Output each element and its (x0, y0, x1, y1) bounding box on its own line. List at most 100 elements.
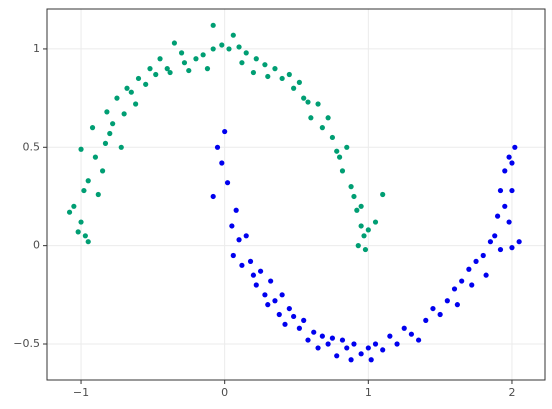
point (92, 154, 99, 160)
point (348, 184, 354, 190)
point (210, 46, 216, 52)
point (268, 278, 274, 284)
point (71, 203, 77, 209)
point (351, 341, 357, 347)
point (128, 89, 134, 95)
point (319, 333, 325, 339)
point (153, 71, 159, 78)
point (224, 180, 231, 186)
point (230, 252, 236, 259)
point (394, 341, 400, 347)
point (437, 311, 443, 318)
point (95, 191, 101, 198)
point (305, 337, 311, 343)
x-tick-label: 1 (365, 386, 372, 399)
point (355, 243, 361, 249)
point (506, 154, 512, 160)
point (509, 160, 515, 166)
point (423, 317, 429, 323)
point (118, 144, 124, 150)
point (102, 140, 109, 146)
point (348, 357, 354, 363)
point (459, 278, 465, 284)
point (229, 223, 235, 229)
point (291, 85, 297, 91)
point (358, 351, 364, 357)
point (253, 56, 259, 62)
point (157, 56, 163, 62)
point (358, 223, 364, 229)
point (89, 125, 96, 131)
point (466, 266, 472, 272)
x-tick-label: 0 (221, 386, 228, 399)
point (226, 46, 232, 52)
point (301, 317, 307, 323)
point (334, 148, 340, 154)
point (365, 227, 371, 233)
point (506, 219, 512, 225)
point (344, 345, 350, 351)
point (171, 40, 178, 46)
point (497, 246, 504, 253)
point (380, 347, 386, 353)
point (81, 187, 87, 194)
point (239, 60, 245, 66)
point (276, 311, 282, 318)
point (210, 22, 216, 28)
point (325, 115, 331, 121)
point (99, 168, 106, 174)
point (253, 282, 259, 288)
point (301, 95, 307, 101)
point (372, 341, 379, 347)
point (133, 101, 139, 107)
point (408, 331, 415, 337)
point (483, 272, 489, 278)
point (78, 146, 84, 152)
point (296, 79, 302, 85)
point (339, 168, 346, 174)
point (82, 233, 88, 239)
point (75, 229, 81, 235)
point (200, 52, 206, 58)
point (344, 144, 350, 150)
point (247, 258, 254, 264)
point (193, 56, 199, 62)
point (272, 298, 278, 304)
x-tick-label: 2 (508, 386, 515, 399)
point (325, 341, 331, 347)
point (492, 233, 498, 239)
point (415, 337, 422, 343)
point (494, 213, 501, 219)
point (336, 154, 343, 160)
point (502, 203, 508, 209)
point (512, 144, 518, 150)
point (219, 160, 225, 166)
point (401, 325, 407, 331)
point (502, 168, 508, 174)
panel-border (46, 8, 546, 381)
point (339, 337, 346, 343)
y-tick-label: 1 (33, 42, 40, 55)
point (368, 357, 374, 363)
point (204, 66, 211, 72)
point (85, 239, 91, 245)
point (257, 268, 264, 274)
point (250, 69, 257, 76)
point (110, 121, 116, 127)
point (354, 207, 360, 213)
point (107, 130, 113, 137)
point (272, 66, 278, 72)
point (219, 42, 225, 48)
point (451, 286, 458, 292)
point (311, 329, 317, 335)
point (143, 81, 149, 87)
point (372, 219, 379, 225)
point (243, 233, 249, 239)
point (473, 258, 479, 264)
point (262, 292, 268, 298)
point (85, 178, 91, 184)
point (319, 125, 325, 131)
point (147, 66, 153, 72)
point (222, 128, 228, 135)
